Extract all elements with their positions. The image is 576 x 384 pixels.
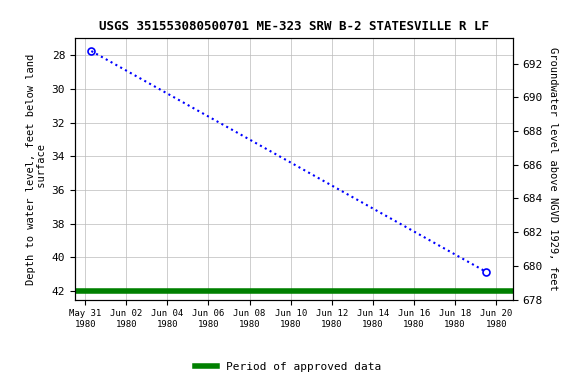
Title: USGS 351553080500701 ME-323 SRW B-2 STATESVILLE R LF: USGS 351553080500701 ME-323 SRW B-2 STAT… bbox=[98, 20, 489, 33]
Y-axis label: Depth to water level, feet below land
 surface: Depth to water level, feet below land su… bbox=[26, 53, 47, 285]
Y-axis label: Groundwater level above NGVD 1929, feet: Groundwater level above NGVD 1929, feet bbox=[548, 47, 558, 291]
Legend: Period of approved data: Period of approved data bbox=[191, 358, 385, 377]
